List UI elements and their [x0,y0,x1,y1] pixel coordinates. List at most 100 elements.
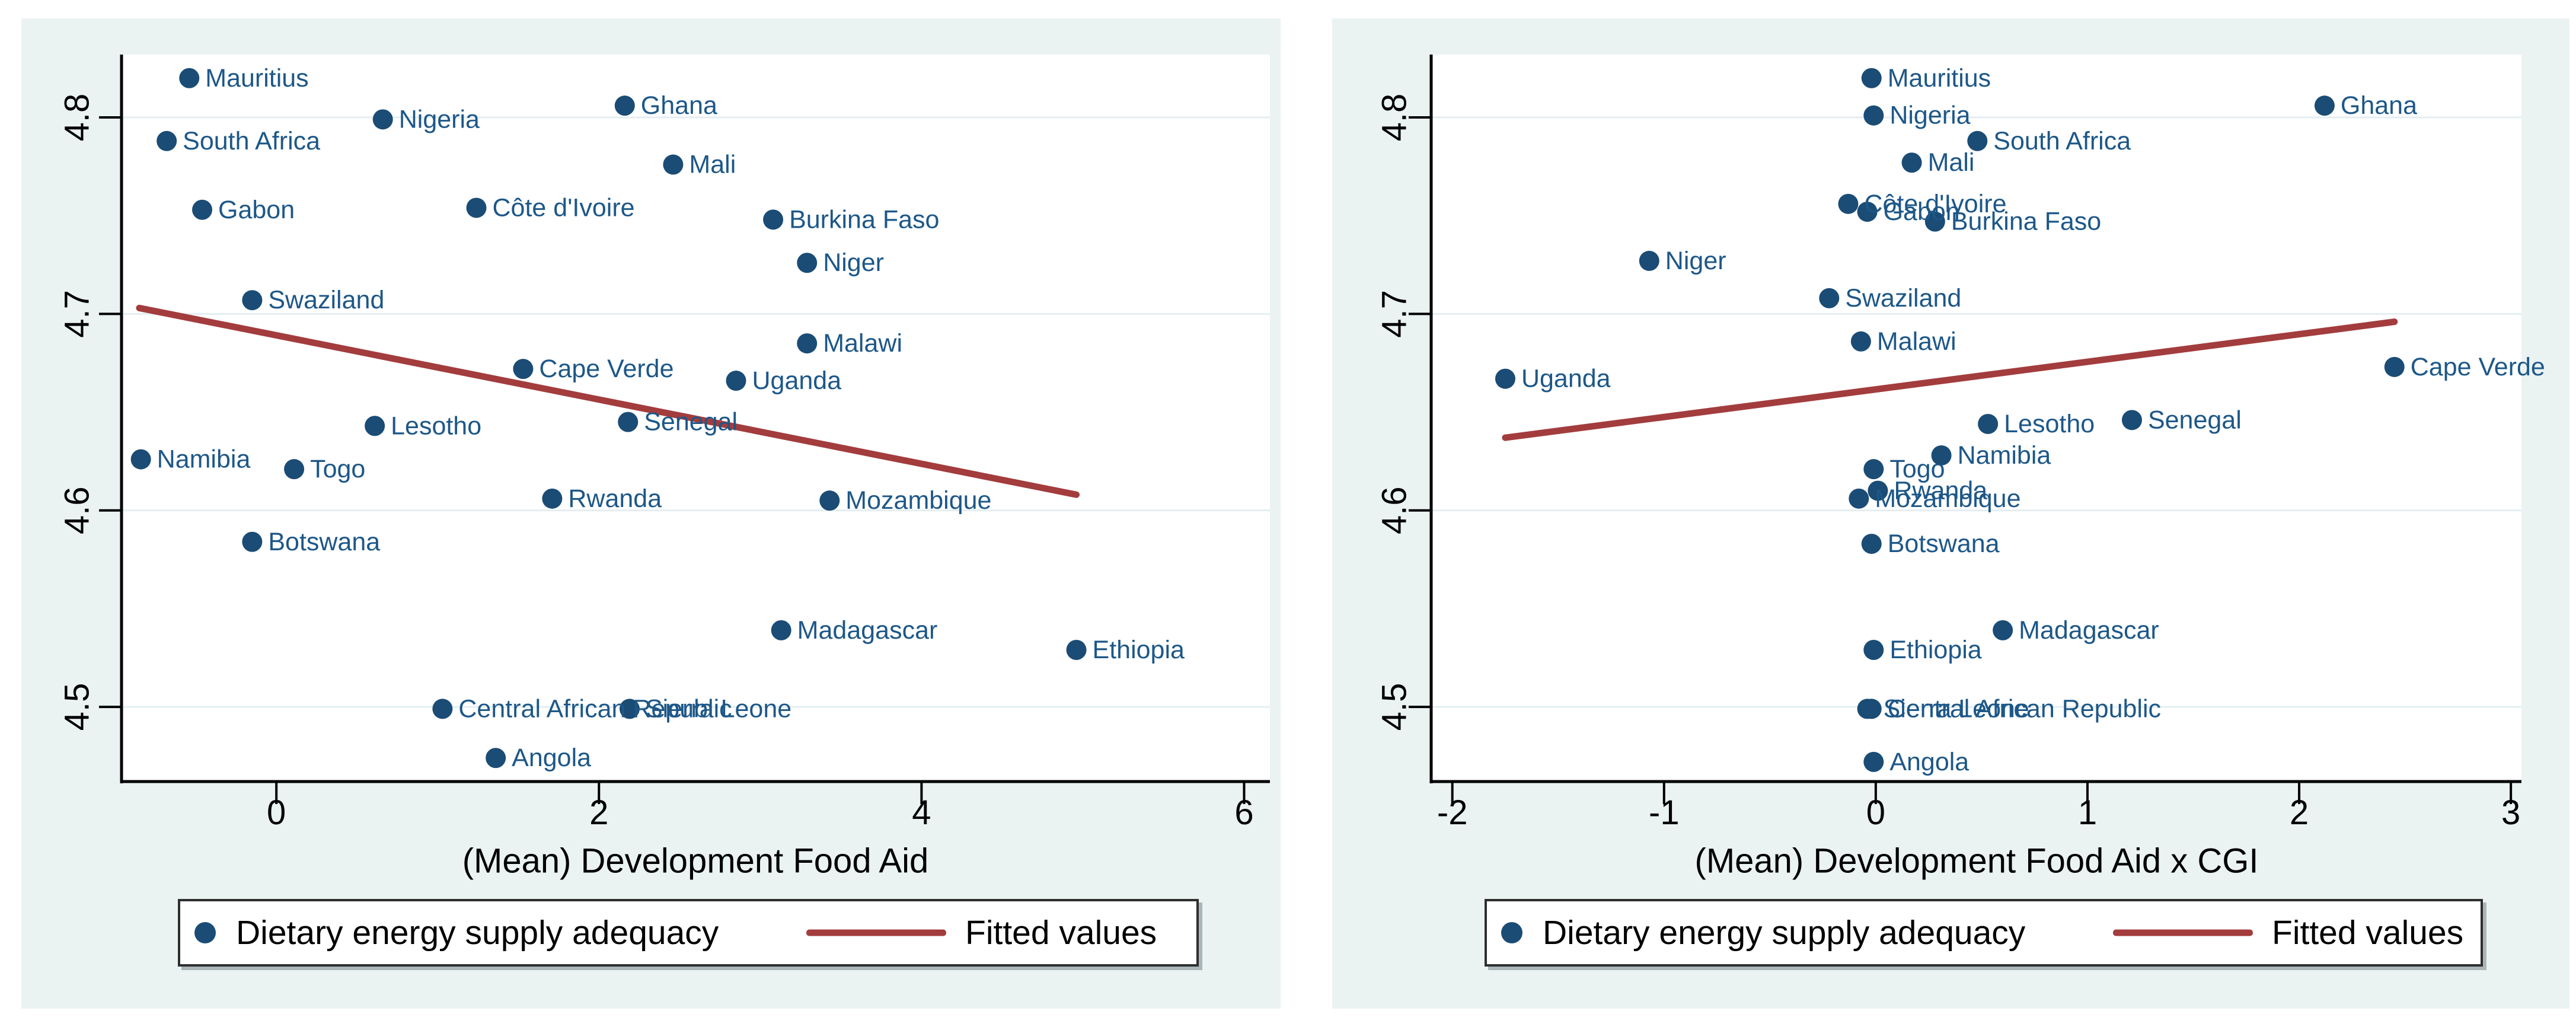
data-point [1849,488,1869,509]
data-point [130,449,151,470]
point-label: South Africa [183,127,320,155]
x-tick-label: 2 [2290,793,2309,832]
point-label: Togo [310,455,365,483]
point-label: Swaziland [1845,284,1961,312]
data-point [1863,105,1884,126]
point-label: Namibia [1958,441,2051,470]
data-point [1868,480,1888,501]
y-tick-label: 4.6 [1375,486,1414,534]
data-point [614,95,635,116]
data-point [242,531,263,552]
y-tick-label: 4.8 [58,94,97,142]
data-point [1066,639,1087,660]
fitted-line-swatch [2113,929,2253,936]
point-label: Ethiopia [1093,636,1185,664]
data-point [513,359,534,380]
data-point [1495,368,1515,389]
point-label: Ghana [2341,91,2417,120]
point-label: Mozambique [845,486,991,515]
point-label: Nigeria [399,105,480,133]
point-label: Mozambique [1875,484,2020,513]
x-tick-label: 2 [589,793,608,832]
fitted-line [1502,318,2398,441]
y-tick-label: 4.5 [1375,683,1414,731]
data-point [2314,95,2335,116]
y-tick-label: 4.6 [58,486,97,534]
point-label: Gabon [218,196,295,224]
legend-line-label: Fitted values [2272,914,2464,952]
data-point [618,412,639,432]
data-point [2384,356,2405,377]
legend-marker-label: Dietary energy supply adequacy [236,914,719,952]
y-tick-label: 4.8 [1375,94,1414,142]
point-label: Sierra Leone [1884,694,2029,723]
point-label: Uganda [1521,365,1611,393]
legend-right: Dietary energy supply adequacy Fitted va… [1485,899,2483,967]
data-point [2121,410,2142,431]
plot-area [1431,55,2521,782]
point-label: Botswana [268,528,380,556]
fitted-line-swatch [806,929,946,936]
data-point [726,371,746,391]
scatter-marker-swatch [1501,922,1522,943]
point-label: Cape Verde [539,355,673,383]
point-label: Mali [1928,148,1975,177]
y-tick-label: 4.7 [1375,290,1414,338]
point-label: Uganda [752,366,842,395]
point-label: Ghana [641,91,717,120]
point-label: Senegal [2148,406,2242,434]
point-label: Namibia [157,445,251,474]
data-point [542,488,563,509]
point-label: Angola [1889,748,1969,776]
data-point [192,199,213,220]
legend-marker-label: Dietary energy supply adequacy [1543,914,2026,952]
data-point [819,490,840,511]
point-label: Lesotho [391,412,481,440]
data-point [1931,445,1952,465]
point-label: Swaziland [268,286,384,314]
x-axis-title-left: (Mean) Development Food Aid [462,841,929,881]
data-point [1863,639,1884,660]
x-axis-title-right: (Mean) Development Food Aid x CGI [1694,841,2259,881]
point-label: Mauritius [1888,64,1991,93]
data-point [1861,534,1882,554]
point-label: Rwanda [568,484,662,513]
x-tick-label: 4 [912,793,931,832]
data-point [1863,751,1884,772]
point-label: Central African Republic [1888,694,2161,723]
y-tick-label: 4.5 [58,683,97,731]
data-point [1819,288,1840,308]
data-point [466,197,487,218]
point-label: Niger [1665,247,1726,275]
point-label: Côte d'Ivoire [493,193,635,222]
point-label: Burkina Faso [1951,208,2101,236]
x-tick-label: -1 [1649,793,1680,832]
data-point [1639,250,1659,271]
point-label: Nigeria [1889,101,1970,130]
data-point [797,333,818,354]
point-label: Central African Republic [458,694,732,723]
data-point [372,109,393,130]
point-label: Malawi [823,329,902,358]
point-label: Madagascar [797,616,938,645]
data-point [157,130,177,151]
data-point [1924,211,1945,232]
data-point [1967,130,1988,151]
x-tick-label: -2 [1437,793,1468,832]
y-tick-label: 4.7 [58,290,97,338]
point-label: Lesotho [2004,410,2095,438]
point-label: Senegal [644,408,738,436]
data-point [763,209,784,230]
data-point [619,699,640,719]
data-point [1863,459,1884,480]
data-point [486,748,506,768]
data-point [365,416,385,436]
point-label: Mauritius [205,64,308,93]
point-label: Malawi [1877,327,1956,356]
point-label: Botswana [1888,530,2000,558]
point-label: Rwanda [1894,477,1987,505]
point-label: Cape Verde [2411,353,2545,381]
data-point [1901,152,1922,173]
